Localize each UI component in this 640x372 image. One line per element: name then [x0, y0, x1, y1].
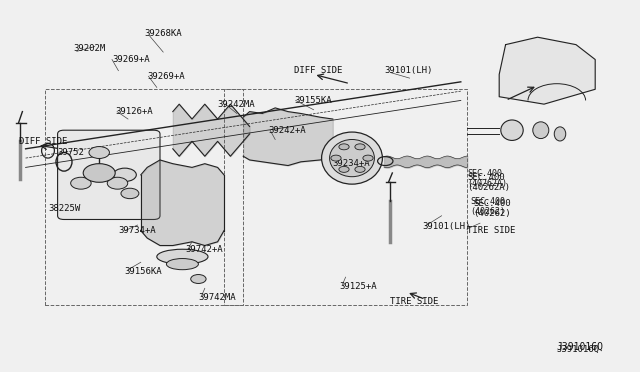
- Ellipse shape: [166, 259, 198, 270]
- Text: 39125+A: 39125+A: [339, 282, 377, 291]
- Text: 39155KA: 39155KA: [294, 96, 332, 105]
- Circle shape: [121, 188, 139, 199]
- Text: 39242MA: 39242MA: [218, 100, 255, 109]
- Text: SEC.400
(40262A): SEC.400 (40262A): [467, 169, 507, 188]
- Text: 39269+A: 39269+A: [112, 55, 150, 64]
- Text: 39202M: 39202M: [74, 44, 106, 53]
- Text: 39268KA: 39268KA: [144, 29, 182, 38]
- Text: 39126+A: 39126+A: [115, 107, 153, 116]
- Text: 39156KA: 39156KA: [125, 267, 163, 276]
- Text: 39101(LH): 39101(LH): [384, 66, 433, 75]
- Text: SEC.400
(40262): SEC.400 (40262): [474, 199, 511, 218]
- Text: 38225W: 38225W: [48, 204, 80, 213]
- Text: 39734+A: 39734+A: [118, 226, 156, 235]
- Text: 39101(LH): 39101(LH): [422, 222, 471, 231]
- Circle shape: [355, 144, 365, 150]
- Circle shape: [331, 155, 341, 161]
- Text: 39752: 39752: [58, 148, 84, 157]
- Text: 39742MA: 39742MA: [198, 293, 236, 302]
- Text: 39234+A: 39234+A: [333, 159, 371, 168]
- Ellipse shape: [532, 122, 548, 139]
- Bar: [224, 89, 467, 305]
- Bar: [45, 89, 243, 305]
- Circle shape: [191, 275, 206, 283]
- FancyBboxPatch shape: [58, 130, 160, 219]
- Circle shape: [339, 166, 349, 172]
- Text: TIRE SIDE: TIRE SIDE: [467, 226, 516, 235]
- Circle shape: [70, 177, 91, 189]
- Text: DIFF SIDE: DIFF SIDE: [294, 66, 343, 75]
- Text: J391016Q: J391016Q: [557, 345, 600, 354]
- Circle shape: [355, 166, 365, 172]
- Circle shape: [108, 177, 128, 189]
- Text: 39742+A: 39742+A: [186, 245, 223, 254]
- Ellipse shape: [501, 120, 524, 140]
- Circle shape: [339, 144, 349, 150]
- Polygon shape: [499, 37, 595, 104]
- Ellipse shape: [554, 127, 566, 141]
- Circle shape: [363, 155, 373, 161]
- Circle shape: [89, 147, 109, 158]
- Text: SEC.400
(40262A): SEC.400 (40262A): [467, 173, 510, 192]
- Ellipse shape: [330, 140, 374, 177]
- Circle shape: [83, 164, 115, 182]
- Text: TIRE SIDE: TIRE SIDE: [390, 297, 439, 306]
- Circle shape: [113, 168, 136, 182]
- Text: SEC.400
(40262): SEC.400 (40262): [470, 197, 506, 216]
- Ellipse shape: [157, 249, 208, 264]
- Text: 39269+A: 39269+A: [147, 72, 185, 81]
- Text: J391016Q: J391016Q: [557, 341, 604, 352]
- Text: DIFF SIDE: DIFF SIDE: [19, 137, 68, 146]
- Ellipse shape: [322, 132, 383, 184]
- Text: 39242+A: 39242+A: [269, 126, 307, 135]
